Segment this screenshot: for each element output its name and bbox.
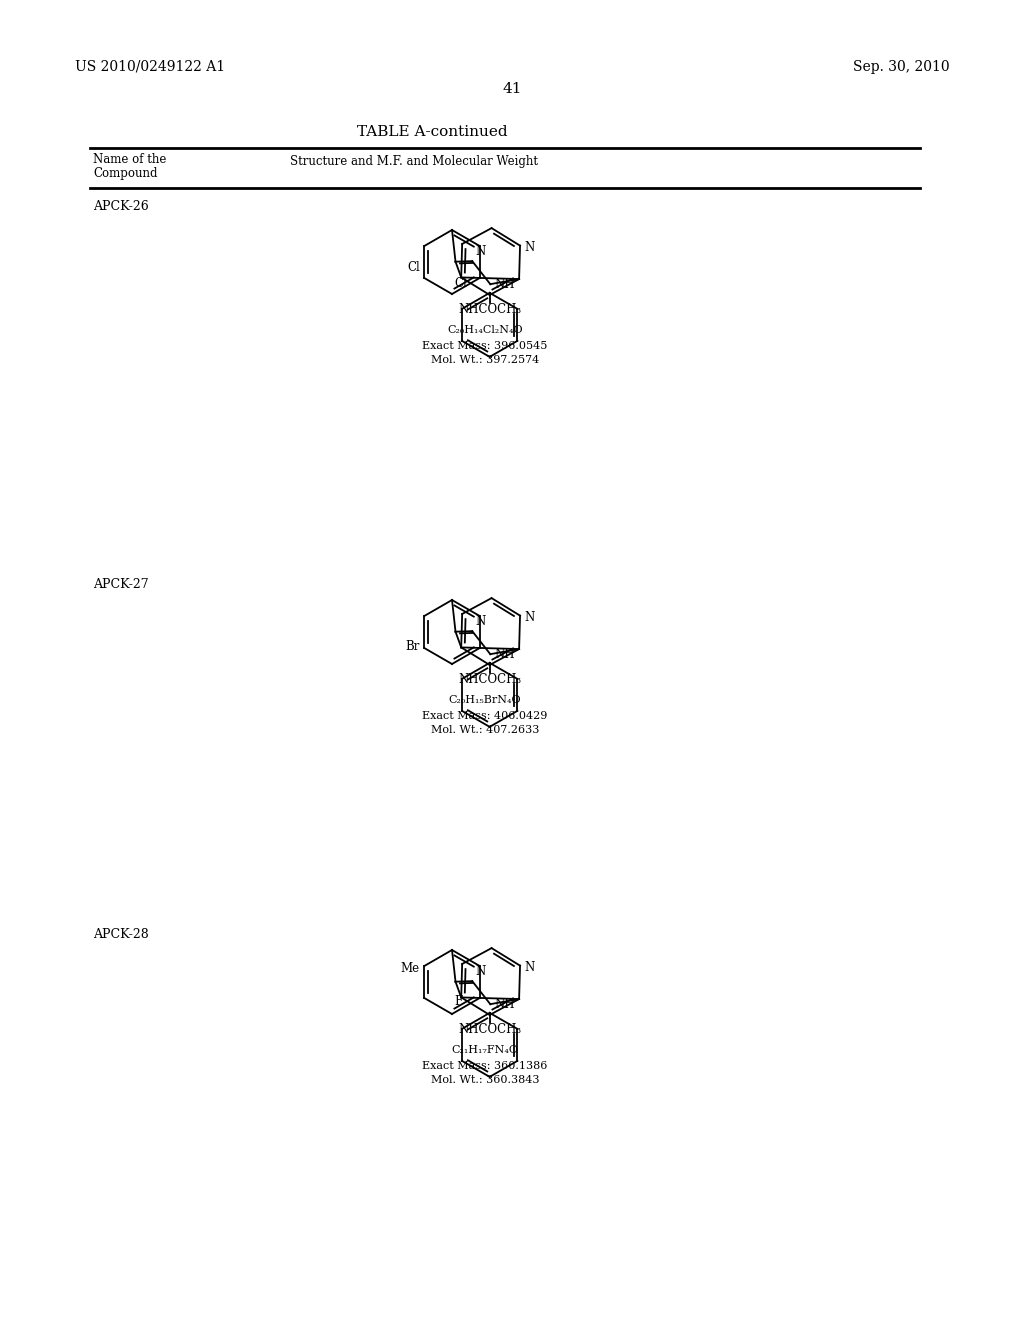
Text: Compound: Compound	[93, 168, 158, 180]
Text: Mol. Wt.: 407.2633: Mol. Wt.: 407.2633	[431, 725, 540, 735]
Text: N: N	[475, 615, 485, 628]
Text: F: F	[454, 995, 462, 1008]
Text: N: N	[524, 611, 535, 624]
Text: APCK-27: APCK-27	[93, 578, 148, 591]
Text: C₂₀H₁₅BrN₄O: C₂₀H₁₅BrN₄O	[449, 694, 521, 705]
Text: Cl: Cl	[408, 261, 420, 275]
Text: Mol. Wt.: 360.3843: Mol. Wt.: 360.3843	[431, 1074, 540, 1085]
Text: N: N	[524, 242, 535, 255]
Text: N: N	[475, 246, 485, 259]
Text: Exact Mass: 406.0429: Exact Mass: 406.0429	[422, 711, 548, 721]
Text: C₂₀H₁₄Cl₂N₄O: C₂₀H₁₄Cl₂N₄O	[447, 325, 523, 335]
Text: 41: 41	[502, 82, 522, 96]
Text: NHCOCH₃: NHCOCH₃	[458, 1023, 521, 1036]
Text: Name of the: Name of the	[93, 153, 166, 166]
Text: Exact Mass: 396.0545: Exact Mass: 396.0545	[422, 341, 548, 351]
Text: NHCOCH₃: NHCOCH₃	[458, 302, 521, 315]
Text: NH: NH	[495, 648, 515, 660]
Text: US 2010/0249122 A1: US 2010/0249122 A1	[75, 59, 225, 74]
Text: TABLE A-continued: TABLE A-continued	[356, 125, 507, 139]
Text: Structure and M.F. and Molecular Weight: Structure and M.F. and Molecular Weight	[290, 154, 538, 168]
Text: NH: NH	[495, 277, 515, 290]
Text: Me: Me	[400, 961, 419, 974]
Text: APCK-26: APCK-26	[93, 201, 148, 213]
Text: Sep. 30, 2010: Sep. 30, 2010	[853, 59, 950, 74]
Text: Br: Br	[404, 639, 419, 652]
Text: NHCOCH₃: NHCOCH₃	[458, 673, 521, 686]
Text: APCK-28: APCK-28	[93, 928, 148, 941]
Text: Mol. Wt.: 397.2574: Mol. Wt.: 397.2574	[431, 355, 539, 364]
Text: C₂₁H₁₇FN₄O: C₂₁H₁₇FN₄O	[452, 1045, 518, 1055]
Text: Exact Mass: 360.1386: Exact Mass: 360.1386	[422, 1061, 548, 1071]
Text: N: N	[524, 961, 535, 974]
Text: NH: NH	[495, 998, 515, 1011]
Text: N: N	[475, 965, 485, 978]
Text: Cl: Cl	[454, 277, 467, 290]
